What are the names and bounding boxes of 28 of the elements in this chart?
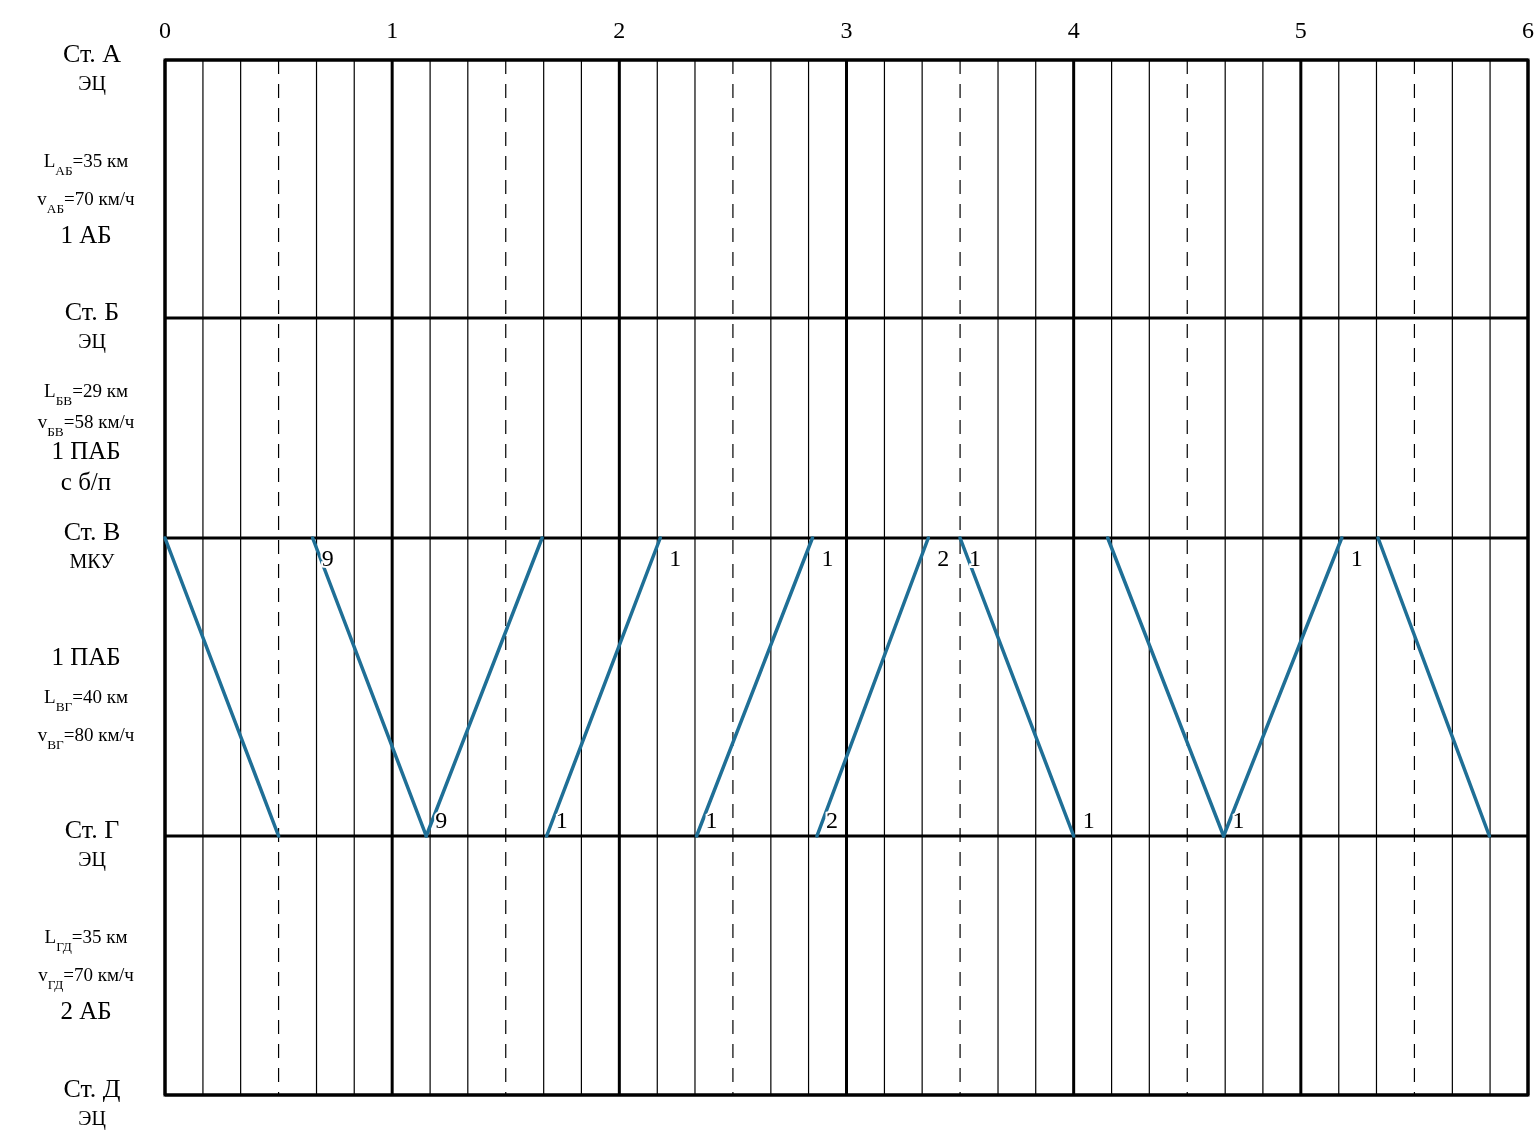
annotation: 1 [1350, 545, 1363, 571]
annotation: 1 [821, 545, 834, 571]
x-tick-label: 6 [1522, 17, 1534, 43]
text: Ст. Д ЭЦ [63, 1074, 121, 1130]
text: Ст. Б ЭЦ [64, 297, 120, 353]
annotation: 9 [321, 545, 334, 571]
annotation: 2 [937, 545, 950, 571]
x-tick-label: 0 [159, 17, 171, 43]
annotation: 1 [705, 807, 718, 833]
annotation: 2 [825, 807, 838, 833]
text: 1 ПАБ L$_{ВГ}$=40 км v$_{ВГ}$=80 км/ч [37, 642, 135, 751]
annotation: 1 [669, 545, 682, 571]
text: Ст. Г ЭЦ [64, 815, 120, 871]
text: L$_{АБ}$=35 км v$_{АБ}$=70 км/ч 1 АБ [37, 149, 135, 248]
text: L$_{ГД}$=35 км v$_{ГД}$=70 км/ч 2 АБ [38, 926, 134, 1024]
x-tick-label: 5 [1294, 17, 1307, 43]
text: Ст. В МКУ [63, 517, 121, 572]
annotation: 1 [1082, 807, 1095, 833]
annotation: 1 [1232, 807, 1245, 833]
x-tick-label: 4 [1067, 17, 1080, 43]
text: Ст. А ЭЦ [62, 39, 122, 95]
annotation: 9 [435, 807, 448, 833]
x-tick-label: 2 [613, 17, 626, 43]
annotation: 1 [969, 545, 982, 571]
x-tick-label: 3 [840, 17, 853, 43]
text: L$_{БВ}$=29 км v$_{БВ}$=58 км/ч 1 ПАБ с б/п [37, 379, 135, 496]
x-tick-label: 1 [386, 17, 399, 43]
annotation: 1 [555, 807, 568, 833]
